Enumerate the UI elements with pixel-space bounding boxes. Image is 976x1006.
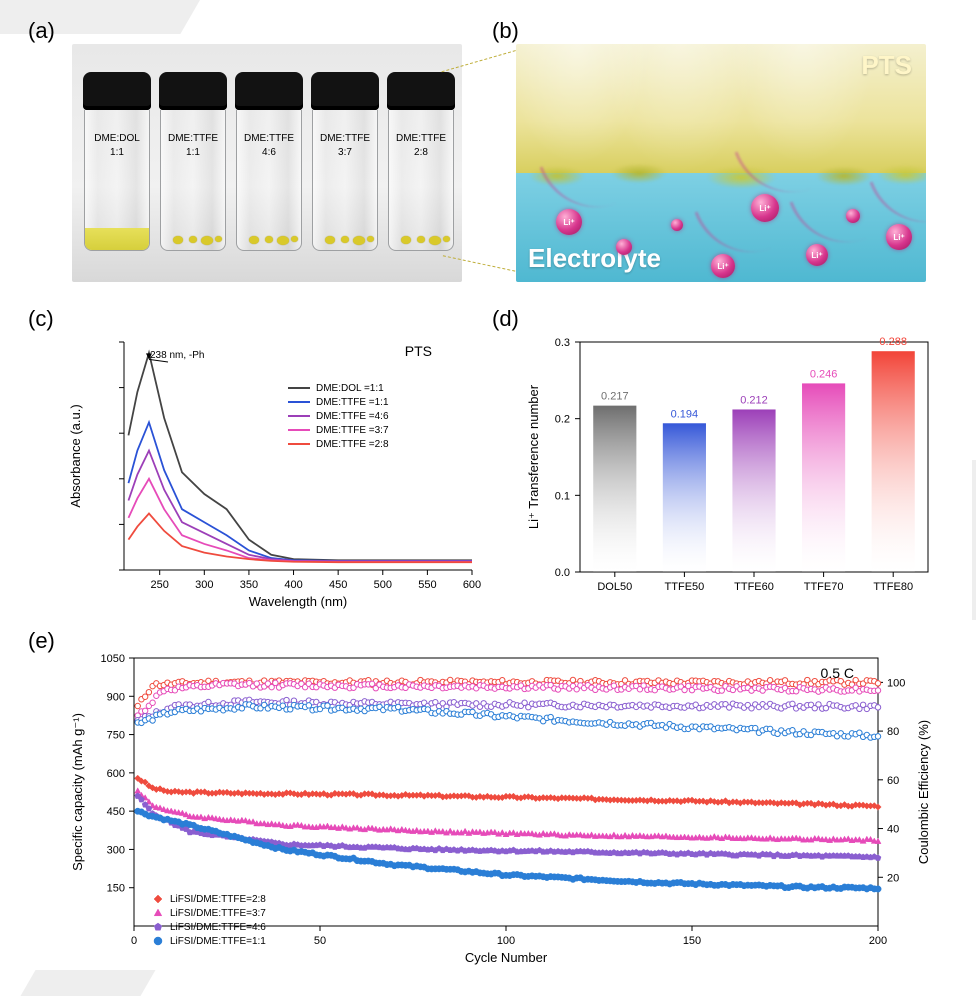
- svg-text:PTS: PTS: [405, 343, 432, 359]
- panel-label-a: (a): [28, 18, 55, 44]
- vial: DME:TTFE2:8: [386, 72, 456, 254]
- panel-b-electrolyte-label: Electrolyte: [528, 243, 661, 274]
- svg-text:Wavelength (nm): Wavelength (nm): [249, 594, 348, 609]
- vial-label: DME:TTFE4:6: [237, 132, 301, 159]
- svg-text:Absorbance (a.u.): Absorbance (a.u.): [68, 404, 83, 507]
- vial-label: DME:DOL1:1: [85, 132, 149, 159]
- svg-text:Cycle Number: Cycle Number: [465, 950, 548, 965]
- svg-text:LiFSI/DME:TTFE=2:8: LiFSI/DME:TTFE=2:8: [170, 894, 266, 905]
- svg-text:450: 450: [107, 806, 125, 818]
- vial: DME:TTFE3:7: [310, 72, 380, 254]
- svg-text:0.288: 0.288: [879, 336, 907, 348]
- svg-text:TTFE80: TTFE80: [873, 581, 913, 593]
- svg-text:0.246: 0.246: [810, 368, 838, 380]
- svg-text:80: 80: [887, 726, 899, 738]
- svg-text:100: 100: [497, 935, 515, 947]
- svg-text:1050: 1050: [101, 653, 125, 665]
- li-ion: Li⁺: [886, 224, 912, 250]
- svg-text:LiFSI/DME:TTFE=4:6: LiFSI/DME:TTFE=4:6: [170, 922, 266, 933]
- svg-text:Coulombic Efficiency (%): Coulombic Efficiency (%): [916, 720, 931, 864]
- panel-d-bars: 0.0 0.1 0.2 0.3 0.217 DOL50 0.194 TTFE50 0.212 TT…: [520, 332, 940, 612]
- svg-text:300: 300: [195, 579, 213, 591]
- vial-label: DME:TTFE3:7: [313, 132, 377, 159]
- svg-text:350: 350: [240, 579, 258, 591]
- svg-text:0.5 C: 0.5 C: [821, 665, 854, 681]
- svg-text:TTFE70: TTFE70: [804, 581, 844, 593]
- li-ion: Li⁺: [556, 209, 582, 235]
- svg-text:60: 60: [887, 775, 899, 787]
- svg-text:DME:DOL =1:1: DME:DOL =1:1: [316, 383, 384, 394]
- li-ion: [846, 209, 860, 223]
- vial-label: DME:TTFE2:8: [389, 132, 453, 159]
- svg-text:0.217: 0.217: [601, 391, 629, 403]
- figure-page: (a) (b) (c) (d) (e) DME:DOL1:1 DME:TTFE1…: [0, 0, 976, 1006]
- svg-text:238 nm, -Ph: 238 nm, -Ph: [150, 350, 204, 361]
- watermark: [20, 970, 155, 996]
- svg-text:LiFSI/DME:TTFE=3:7: LiFSI/DME:TTFE=3:7: [170, 908, 266, 919]
- panel-label-c: (c): [28, 306, 54, 332]
- svg-text:600: 600: [463, 579, 481, 591]
- svg-text:DME:TTFE =3:7: DME:TTFE =3:7: [316, 425, 389, 436]
- svg-text:0.3: 0.3: [555, 337, 570, 349]
- svg-text:DME:TTFE =2:8: DME:TTFE =2:8: [316, 439, 389, 450]
- panel-b-schematic: PTS Electrolyte Li⁺ Li⁺ Li⁺ Li⁺ Li⁺: [516, 44, 926, 282]
- vial: DME:DOL1:1: [82, 72, 152, 254]
- svg-text:50: 50: [314, 935, 326, 947]
- svg-text:DOL50: DOL50: [597, 581, 632, 593]
- svg-text:0.212: 0.212: [740, 394, 768, 406]
- svg-text:300: 300: [107, 844, 125, 856]
- svg-text:0.2: 0.2: [555, 414, 570, 426]
- li-ion: Li⁺: [711, 254, 735, 278]
- svg-text:Specific capacity (mAh g⁻¹): Specific capacity (mAh g⁻¹): [70, 713, 85, 871]
- svg-text:900: 900: [107, 691, 125, 703]
- vial: DME:TTFE1:1: [158, 72, 228, 254]
- li-ion: [671, 219, 683, 231]
- svg-text:100: 100: [887, 677, 905, 689]
- svg-text:550: 550: [418, 579, 436, 591]
- svg-text:600: 600: [107, 768, 125, 780]
- svg-text:20: 20: [887, 872, 899, 884]
- li-ion: Li⁺: [751, 194, 779, 222]
- svg-text:150: 150: [683, 935, 701, 947]
- svg-text:0.0: 0.0: [555, 567, 570, 579]
- panel-b-pts-label: PTS: [861, 50, 912, 81]
- panel-label-d: (d): [492, 306, 519, 332]
- panel-c-uvvis: 250 300 350 400 450 500 550 600 238 nm, -Ph PTS DM…: [62, 332, 482, 612]
- panel-a-photo: DME:DOL1:1 DME:TTFE1:1 DME:TTFE4:6: [72, 44, 462, 282]
- vial: DME:TTFE4:6: [234, 72, 304, 254]
- panel-e-cycling: 0 50 100 150 200 150 300 450 600 750 900 1050 20 40 60…: [62, 648, 942, 968]
- li-ion: [616, 239, 632, 255]
- svg-text:TTFE50: TTFE50: [665, 581, 705, 593]
- svg-text:DME:TTFE =4:6: DME:TTFE =4:6: [316, 411, 389, 422]
- svg-text:0.1: 0.1: [555, 490, 570, 502]
- svg-text:0: 0: [131, 935, 137, 947]
- svg-text:250: 250: [151, 579, 169, 591]
- svg-text:Li⁺ Transference number: Li⁺ Transference number: [526, 384, 541, 529]
- svg-text:500: 500: [374, 579, 392, 591]
- vial-label: DME:TTFE1:1: [161, 132, 225, 159]
- svg-text:LiFSI/DME:TTFE=1:1: LiFSI/DME:TTFE=1:1: [170, 936, 266, 947]
- svg-text:200: 200: [869, 935, 887, 947]
- svg-text:400: 400: [284, 579, 302, 591]
- panel-label-b: (b): [492, 18, 519, 44]
- svg-text:DME:TTFE =1:1: DME:TTFE =1:1: [316, 397, 389, 408]
- svg-text:TTFE60: TTFE60: [734, 581, 774, 593]
- svg-text:40: 40: [887, 824, 899, 836]
- panel-label-e: (e): [28, 628, 55, 654]
- li-ion: Li⁺: [806, 244, 828, 266]
- svg-text:0.194: 0.194: [671, 408, 699, 420]
- svg-text:450: 450: [329, 579, 347, 591]
- svg-text:150: 150: [107, 883, 125, 895]
- svg-text:750: 750: [107, 730, 125, 742]
- watermark: [972, 460, 976, 620]
